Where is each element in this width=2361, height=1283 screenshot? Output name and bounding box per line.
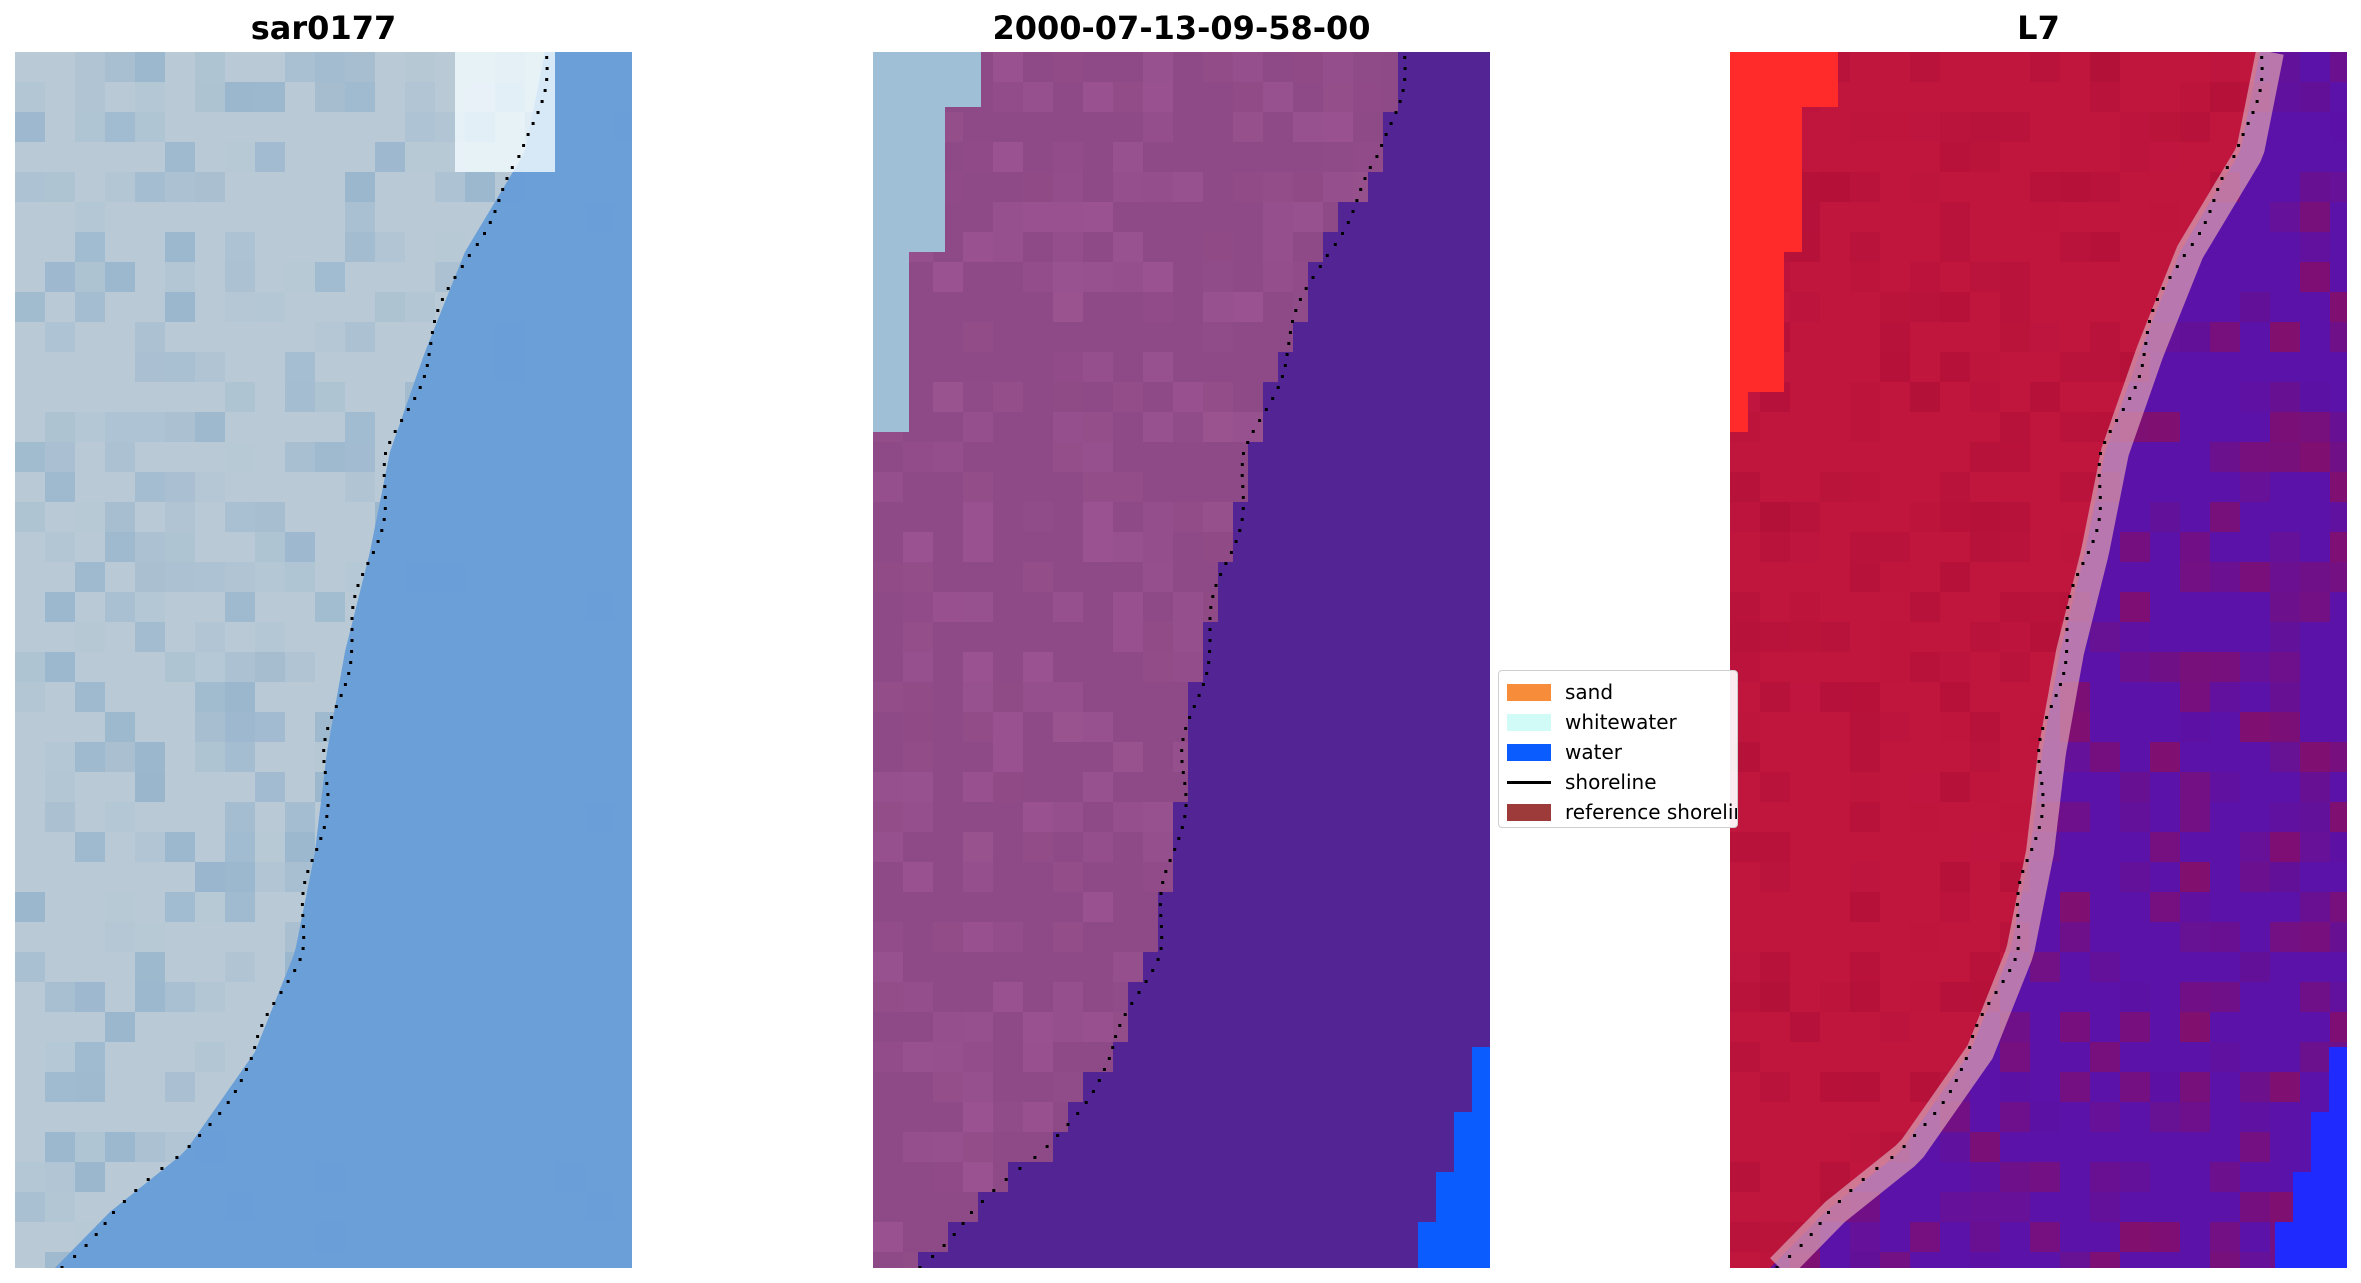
legend-label: whitewater <box>1565 710 1677 734</box>
legend-item: shoreline <box>1507 767 1737 797</box>
index-image-panel <box>1730 52 2347 1268</box>
legend-item: water <box>1507 737 1737 767</box>
legend: sand whitewater water shoreline reference sh… <box>1498 670 1738 828</box>
legend-line-swatch <box>1507 780 1551 784</box>
rgb-image <box>15 52 632 1268</box>
classified-image <box>873 52 1490 1268</box>
index-image <box>1730 52 2347 1268</box>
shoreline-dots <box>918 56 1407 1268</box>
legend-patch-swatch <box>1507 743 1551 761</box>
legend-label: water <box>1565 740 1622 764</box>
shoreline-dots <box>1775 56 2264 1268</box>
legend-item: whitewater <box>1507 707 1737 737</box>
rgb-image-panel <box>15 52 632 1268</box>
panel-title-classified: 2000-07-13-09-58-00 <box>992 9 1371 47</box>
panel-title-index: L7 <box>2017 9 2060 47</box>
classified-image-panel <box>873 52 1490 1268</box>
shoreline-dots <box>60 56 549 1268</box>
legend-patch-swatch <box>1507 683 1551 701</box>
legend-label: reference shoreline <box>1565 800 1737 824</box>
legend-item: reference shoreline <box>1507 797 1737 827</box>
legend-patch-swatch <box>1507 713 1551 731</box>
legend-patch-swatch <box>1507 803 1551 821</box>
legend-label: shoreline <box>1565 770 1657 794</box>
legend-label: sand <box>1565 680 1614 704</box>
legend-item: sand <box>1507 677 1737 707</box>
panel-title-rgb: sar0177 <box>250 9 397 47</box>
